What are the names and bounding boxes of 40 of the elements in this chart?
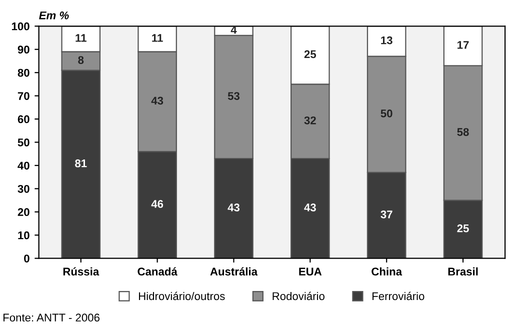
y-tick-label: 70 — [18, 92, 30, 100]
data-label: 53 — [228, 92, 240, 100]
data-label: 43 — [228, 204, 240, 212]
data-label: 46 — [151, 200, 164, 208]
data-label: 43 — [151, 96, 164, 105]
data-label: 25 — [304, 50, 316, 58]
data-label: 37 — [380, 210, 392, 218]
data-label: 25 — [457, 224, 469, 232]
data-label: 11 — [152, 34, 163, 42]
legend-label: Ferroviário — [372, 292, 424, 300]
data-label: 13 — [381, 36, 392, 44]
data-label: 8 — [78, 56, 84, 64]
x-tick-label: Rússia — [63, 267, 100, 276]
y-tick-label: 50 — [18, 138, 30, 146]
data-label: 4 — [230, 26, 237, 34]
data-label: 43 — [304, 204, 316, 212]
data-label: 50 — [380, 110, 392, 118]
x-tick-label: China — [372, 267, 402, 276]
y-tick-label: 10 — [18, 231, 30, 240]
x-tick-label: Canadá — [138, 267, 178, 276]
x-tick-label: Austrália — [210, 267, 258, 276]
y-axis-title: Em % — [39, 12, 69, 20]
y-tick-label: 20 — [18, 208, 30, 216]
y-tick-label: 0 — [24, 254, 30, 262]
data-label: 32 — [304, 116, 316, 124]
legend-label: Rodoviário — [272, 292, 324, 300]
y-tick-label: 80 — [18, 68, 30, 77]
y-tick-label: 90 — [18, 46, 30, 54]
y-tick-label: 40 — [18, 162, 30, 170]
source-note: Fonte: ANTT - 2006 — [4, 314, 100, 322]
x-tick-label: EUA — [299, 268, 322, 276]
data-label: 11 — [76, 34, 86, 42]
y-tick-label: 60 — [18, 115, 30, 124]
data-label: 58 — [457, 128, 469, 136]
x-tick-label: Brasil — [448, 267, 478, 276]
data-label: 81 — [75, 159, 87, 168]
legend-label: Hidroviário/outros — [139, 292, 225, 300]
data-label: 17 — [458, 41, 469, 49]
y-tick-label: 30 — [18, 184, 30, 193]
y-tick-label: 100 — [12, 22, 30, 30]
